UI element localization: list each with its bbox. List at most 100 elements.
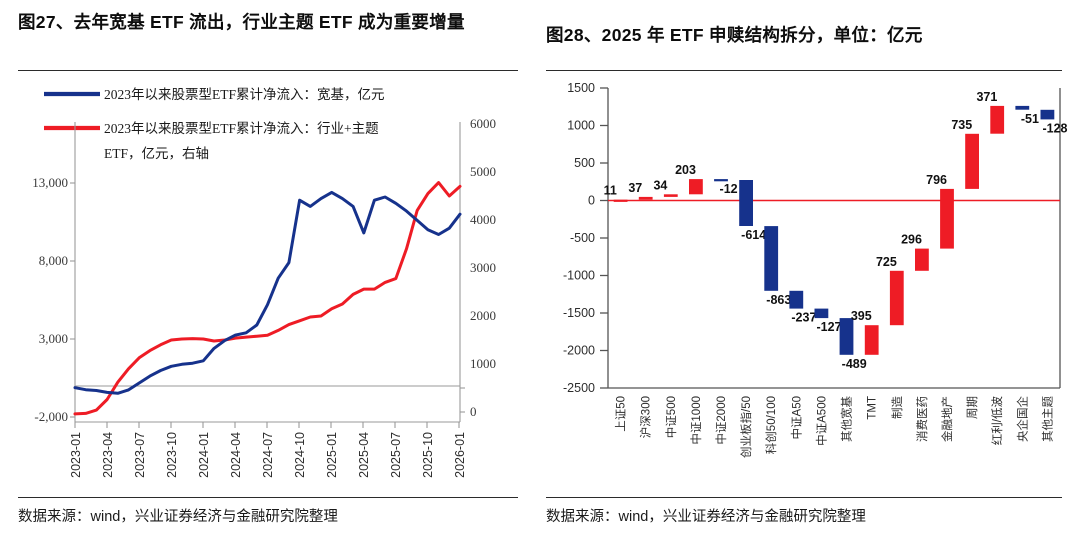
waterfall-bar (739, 180, 753, 226)
figure-27-panel: 图27、去年宽基 ETF 流出，行业主题 ETF 成为重要增量 (18, 12, 465, 32)
bar-value-label: 371 (976, 90, 997, 104)
bar-value-label: 725 (876, 255, 897, 269)
y-tick-label-500: 500 (574, 156, 595, 170)
y-tick-right-4000: 4000 (470, 212, 496, 227)
y-tick-label-0: 0 (588, 194, 595, 208)
figure-28-panel: 图28、2025 年 ETF 申赎结构拆分，单位：亿元 (540, 0, 1080, 535)
figure-28-bars: 11 37 34 203 -12 -614 -863-237-127 -489 395 725 29… (604, 90, 1068, 371)
bar-value-label: -863 (766, 293, 791, 307)
waterfall-bar (990, 105, 1005, 134)
y-tick-label--500: -500 (570, 231, 595, 245)
waterfall-bar (814, 308, 829, 319)
figure-28-title: 图28、2025 年 ETF 申赎结构拆分，单位：亿元 (546, 25, 923, 45)
x-tick-label: 2025-01 (325, 432, 339, 478)
figure-27-source: 数据来源：wind，兴业证券经济与金融研究院整理 (18, 509, 338, 525)
waterfall-bar (940, 188, 954, 249)
bar-value-label: -51 (1021, 112, 1039, 126)
bar-value-label: 735 (951, 118, 972, 132)
waterfall-bar (864, 325, 879, 355)
figure-28-source-divider (546, 497, 1062, 498)
waterfall-bar (915, 248, 929, 271)
y-tick-right-5000: 5000 (470, 164, 496, 179)
figure-28-title-divider (546, 70, 1062, 71)
figure-27-source-divider (18, 497, 518, 498)
bar-value-label: -127 (816, 320, 841, 334)
figure-27-legend: 2023年以来股票型ETF累计净流入：宽基，亿元 2023年以来股票型ETF累计… (44, 86, 385, 161)
y-tick-label-1000: 1000 (567, 119, 595, 133)
waterfall-bar (714, 179, 728, 182)
category-label: 中证500 (665, 396, 678, 438)
category-label: 其他主题 (1041, 396, 1054, 442)
figure-27-title: 图27、去年宽基 ETF 流出，行业主题 ETF 成为重要增量 (18, 12, 465, 32)
x-tick-label: 2025-10 (421, 432, 435, 478)
waterfall-bar (689, 179, 703, 195)
bar-value-label: 395 (851, 309, 872, 323)
category-label: 中证2000 (715, 396, 728, 445)
y-tick-label--1000: -1000 (563, 269, 595, 283)
x-tick-label: 2024-07 (261, 432, 275, 478)
bar-value-label: -237 (791, 311, 816, 325)
y-tick-left-minus2000: -2,000 (34, 409, 68, 424)
figure-28-svg: 1500 1000 500 0 -500 -1000 -1500 -2000 -2500 11 3… (563, 81, 1068, 458)
category-label: 其他宽基 (840, 396, 854, 442)
bar-value-label: 11 (604, 184, 617, 198)
x-tick-label: 2024-10 (293, 432, 307, 478)
figure-28-category-labels: 上证50 沪深300 中证500 中证1000 中证2000 创业板指/50 科创50/10… (615, 396, 1055, 458)
waterfall-bar (965, 133, 979, 189)
bar-value-label: 796 (926, 173, 947, 187)
y-tick-right-6000: 6000 (470, 116, 496, 131)
y-tick-left-3000: 3,000 (39, 331, 68, 346)
x-tick-label: 2025-07 (389, 432, 403, 478)
category-label: 沪深300 (639, 396, 653, 438)
y-tick-label--2000: -2000 (563, 344, 595, 358)
category-label: 消费医药 (915, 396, 929, 442)
x-tick-label: 2023-01 (69, 432, 83, 478)
x-tick-label: 2023-07 (133, 432, 147, 478)
y-tick-label--2500: -2500 (563, 381, 595, 395)
bar-value-label: -12 (720, 182, 738, 196)
bar-value-label: 34 (653, 178, 667, 192)
figure-27-left-axis: 13,000 8,000 3,000 -2,000 (32, 122, 76, 424)
y-tick-right-3000: 3000 (470, 260, 496, 275)
figure-27-right-axis: 6000 5000 4000 3000 2000 1000 0 (459, 116, 496, 422)
y-tick-right-1000: 1000 (470, 356, 496, 371)
bar-value-label: -128 (1042, 121, 1067, 135)
category-label: 中证1000 (690, 396, 703, 445)
y-tick-left-8000: 8,000 (39, 253, 68, 268)
bar-value-label: -489 (842, 357, 867, 371)
waterfall-bar (638, 196, 653, 200)
figure-27-title-divider (18, 70, 518, 71)
y-tick-right-0: 0 (470, 404, 477, 419)
category-label: 中证A500 (815, 396, 828, 446)
legend-label-broad-based: 2023年以来股票型ETF累计净流入：宽基，亿元 (104, 86, 385, 102)
waterfall-bar (663, 194, 678, 197)
category-label: 红利/低波 (991, 396, 1004, 446)
waterfall-bar (613, 199, 628, 202)
x-tick-label: 2023-04 (101, 432, 115, 478)
figure-28-source: 数据来源：wind，兴业证券经济与金融研究院整理 (546, 509, 866, 525)
y-tick-label-1500: 1500 (567, 81, 595, 95)
legend-label-sector-theme-1: 2023年以来股票型ETF累计净流入：行业+主题 (104, 121, 379, 136)
y-tick-right-2000: 2000 (470, 308, 496, 323)
category-label: TMT (867, 396, 879, 420)
category-label: 周期 (966, 396, 979, 419)
waterfall-bar (1040, 109, 1055, 120)
x-tick-label: 2023-10 (165, 432, 179, 478)
category-label: 央企国企 (1015, 396, 1029, 442)
x-tick-label: 2026-01 (453, 432, 467, 478)
category-label: 创业板指/50 (739, 396, 753, 458)
bar-value-label: -614 (741, 228, 766, 242)
waterfall-bar (889, 270, 904, 326)
y-tick-left-13000: 13,000 (32, 175, 68, 190)
category-label: 金融地产 (940, 396, 954, 442)
figure-27-chart: 2023年以来股票型ETF累计净流入：宽基，亿元 2023年以来股票型ETF累计… (0, 70, 540, 495)
x-tick-label: 2024-04 (229, 432, 243, 478)
bar-value-label: 37 (628, 181, 642, 195)
bar-value-label: 296 (901, 233, 922, 247)
category-label: 上证50 (615, 396, 628, 432)
figure-28-y-ticks: 1500 1000 500 0 -500 -1000 -1500 -2000 -2500 (563, 81, 608, 395)
y-tick-label--1500: -1500 (563, 306, 595, 320)
series-line-broad-based (73, 190, 462, 395)
series-line-sector-theme (73, 181, 462, 416)
